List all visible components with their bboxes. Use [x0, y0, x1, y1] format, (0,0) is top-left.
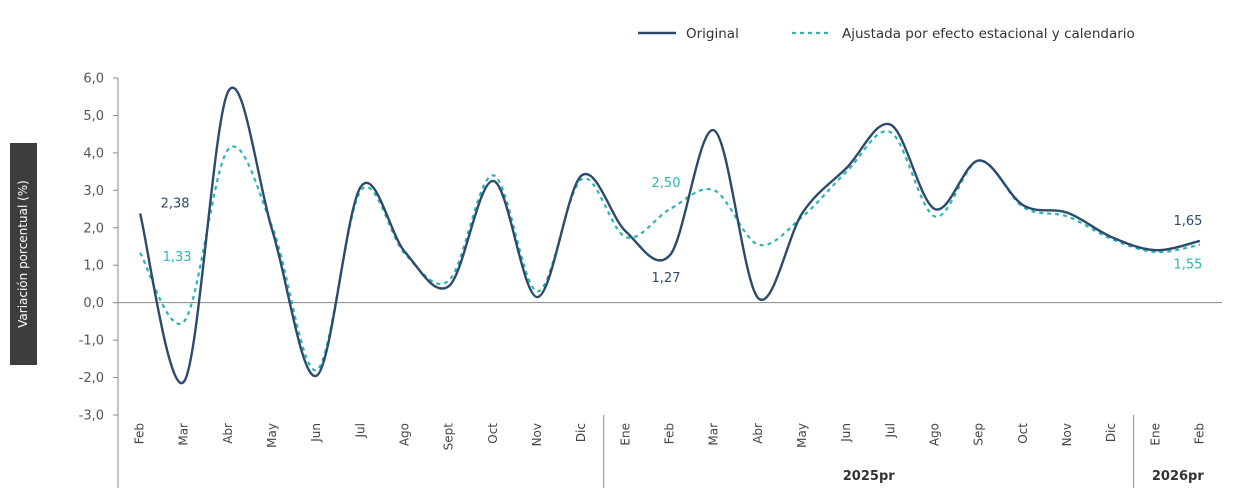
y-tick-label: 6,0: [83, 72, 104, 87]
x-tick-label: Sep: [972, 423, 986, 446]
group-label: 2026pr: [1152, 469, 1204, 484]
x-tick-label: Oct: [486, 423, 500, 444]
data-label: 1,65: [1173, 214, 1202, 229]
data-label: 1,33: [163, 250, 192, 265]
series-lines: [138, 86, 1201, 385]
legend: Original Ajustada por efecto estacional …: [638, 26, 1135, 42]
legend-label-ajustada: Ajustada por efecto estacional y calenda…: [842, 26, 1135, 42]
y-tick-label: 4,0: [83, 146, 104, 161]
y-tick-label: -1,0: [79, 334, 104, 349]
x-axis-labels: Feb Mar Abr May Jun Jul Ago Sept Oct Nov Dic Ene Feb…: [133, 423, 1207, 451]
x-tick-label: Nov: [1060, 423, 1074, 446]
x-tick-label: Feb: [133, 423, 147, 444]
y-tick-label: 3,0: [83, 184, 104, 199]
data-label: 1,27: [652, 271, 681, 286]
series-line-original: [138, 86, 1201, 385]
legend-label-original: Original: [686, 26, 739, 42]
x-tick-label: Ago: [927, 423, 941, 446]
data-label: 2,50: [652, 176, 681, 191]
y-axis-title: Variación porcentual (%): [10, 143, 37, 365]
x-tick-label: Feb: [1192, 423, 1206, 444]
x-axis-group-labels: 2025pr 2026pr: [843, 469, 1205, 484]
x-tick-label: Abr: [751, 423, 765, 444]
y-axis-title-text: Variación porcentual (%): [16, 180, 30, 328]
y-tick-label: 5,0: [83, 109, 104, 124]
y-tick-label: 2,0: [83, 221, 104, 236]
x-tick-label: Jul: [883, 423, 897, 438]
x-tick-label: Mar: [177, 423, 191, 446]
x-tick-label: Feb: [663, 423, 677, 444]
y-axis-title-box: [10, 143, 37, 365]
x-tick-label: Sept: [442, 423, 456, 451]
y-tick-label: -3,0: [79, 409, 104, 424]
x-tick-label: Jun: [309, 423, 323, 443]
y-axis-ticks: 6,0 5,0 4,0 3,0 2,0 1,0 0,0 -1,0 -2,0 -3,0: [79, 72, 118, 424]
series-line-ajustada: [139, 130, 1201, 372]
x-tick-label: May: [795, 423, 809, 448]
x-tick-label: Ago: [398, 423, 412, 446]
x-tick-label: Ene: [618, 423, 632, 446]
x-tick-label: Oct: [1016, 423, 1030, 444]
x-tick-label: Dic: [1104, 423, 1118, 442]
data-label: 2,38: [161, 197, 190, 212]
x-tick-label: May: [265, 423, 279, 448]
x-tick-label: Dic: [574, 423, 588, 442]
x-tick-label: Ene: [1148, 423, 1162, 446]
data-label: 1,55: [1173, 258, 1202, 273]
group-label: 2025pr: [843, 469, 895, 484]
x-axis-group-separators: [603, 415, 1135, 488]
x-tick-label: Nov: [530, 423, 544, 446]
data-labels: 2,38 1,33 2,50 1,27 1,65 1,55: [161, 176, 1203, 286]
x-tick-label: Jun: [839, 423, 853, 443]
y-tick-label: 0,0: [83, 296, 104, 311]
x-tick-label: Mar: [707, 423, 721, 446]
y-tick-label: 1,0: [83, 259, 104, 274]
x-tick-label: Abr: [221, 423, 235, 444]
y-tick-label: -2,0: [79, 371, 104, 386]
x-tick-label: Jul: [353, 423, 367, 438]
